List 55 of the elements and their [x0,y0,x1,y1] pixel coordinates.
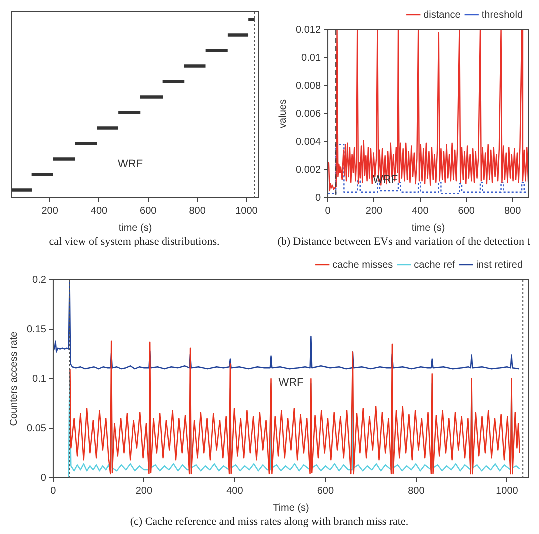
text: (b) Distance between EVs and variation of the detection t [276,236,532,248]
text: (c) Cache reference and miss rates along with branch miss rate. [129,516,410,528]
y-tick-label: 0 [315,192,322,204]
bar [162,80,185,84]
legend-label: distance [424,10,462,21]
x-axis-title: Time (s) [273,502,310,514]
x-tick-label: 1000 [236,206,258,217]
x-tick-label: 200 [366,206,384,217]
x-tick-label: 600 [140,206,158,217]
legend-label: cache ref [414,260,456,271]
y-tick-label: 0.1 [32,374,47,385]
y-tick-label: 0.008 [296,80,322,92]
x-tick-label: 600 [458,206,476,217]
x-tick-label: 400 [226,486,244,497]
bar [53,158,76,161]
x-tick-label: 1000 [496,486,519,497]
x-tick-label: 200 [42,206,59,217]
bar [12,188,32,192]
x-tick-label: 600 [317,486,334,497]
bar [118,111,141,114]
bar [228,34,249,37]
annotation: WRF [118,158,144,171]
y-tick-label: 0 [40,472,47,484]
legend-label: threshold [482,10,524,21]
y-axis-title: values [278,100,289,128]
x-tick-label: 400 [412,206,430,217]
y-tick-label: 0.05 [26,423,47,434]
x-tick-label: 0 [325,206,332,217]
bar [206,49,228,52]
x-tick-label: 0 [50,486,57,497]
y-tick-label: 0.012 [296,24,322,36]
x-tick-label: 800 [504,206,522,217]
legend-label: cache misses [332,260,394,271]
y-tick-label: 0.15 [26,324,47,336]
x-axis-title: time (s) [118,222,152,234]
x-tick-label: 800 [408,486,426,497]
x-tick-label: 200 [136,486,153,497]
y-tick-label: 0.01 [302,52,322,64]
annotation: WRF [278,376,304,389]
bar [140,96,164,99]
legend-label: inst retired [476,260,524,271]
x-tick-label: 800 [189,206,206,217]
y-tick-label: 0.2 [32,274,47,286]
bar [248,18,255,22]
text: cal view of system phase distributions. [48,236,221,248]
y-tick-label: 0.006 [296,108,322,120]
bar [97,126,119,130]
y-axis-title: Counters access rate [8,331,20,426]
bar [184,64,206,68]
y-tick-label: 0.002 [296,164,322,176]
bar [75,142,98,146]
x-axis-title: time (s) [412,222,446,234]
x-tick-label: 400 [90,206,108,217]
bar [32,173,54,176]
y-tick-label: 0.004 [296,136,322,148]
